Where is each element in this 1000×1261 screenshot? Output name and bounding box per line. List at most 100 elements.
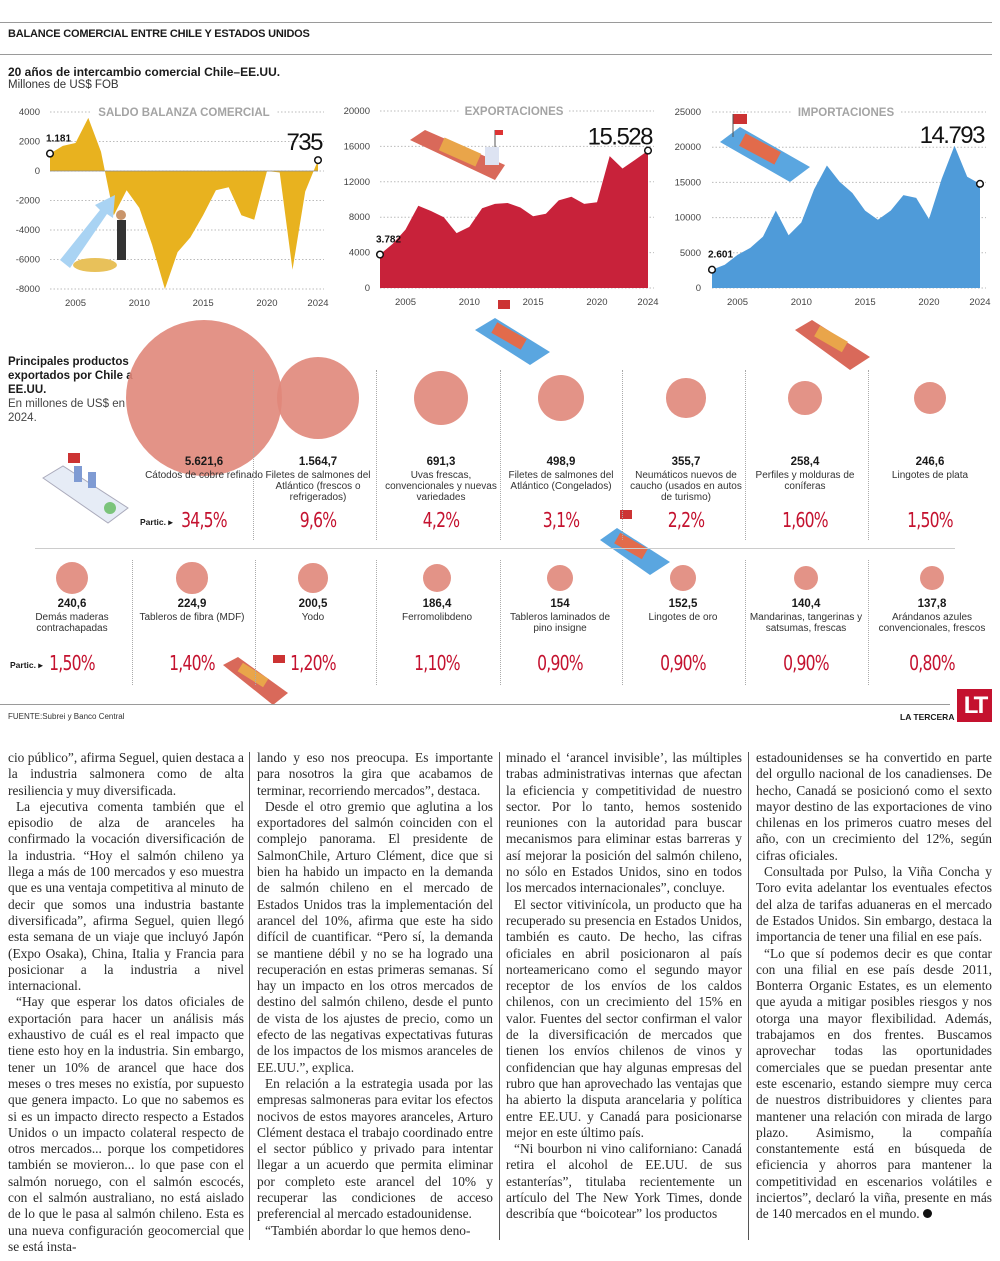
column-divider	[499, 752, 500, 1240]
start-value-label: 1.181	[46, 134, 71, 145]
product-label: Cátodos de cobre refinado	[145, 470, 263, 481]
product-item: 691,3 Uvas frescas, convencionales y nuev…	[381, 456, 501, 503]
infographic-units: Millones de US$ FOB	[8, 79, 119, 91]
y-tick-label: 25000	[675, 107, 701, 118]
product-share: 1,50%	[49, 651, 95, 675]
x-tick-label: 2024	[307, 298, 328, 309]
column-divider	[253, 370, 254, 540]
product-label: Neumáticos nuevos de caucho (usados en a…	[630, 470, 742, 503]
product-value: 140,4	[791, 598, 821, 610]
chart-0: 4000 2000 0 -2000 -4000 -6000 -8000 SALDO BALAN…	[16, 104, 329, 309]
x-tick-label: 2005	[727, 297, 748, 308]
product-bubble	[176, 562, 208, 594]
products-subtitle: En millones de US$ en 2024.	[8, 398, 125, 424]
red-cargo-ship-icon	[410, 130, 505, 180]
x-tick-label: 2010	[129, 298, 150, 309]
product-label: Yodo	[301, 612, 325, 623]
column-divider	[622, 560, 623, 685]
headline: BALANCE COMERCIAL ENTRE CHILE Y ESTADOS …	[8, 28, 310, 40]
chart-title: EXPORTACIONES	[465, 106, 564, 118]
product-value: 240,6	[57, 598, 87, 610]
article-paragraph: En relación a la estrategia usada por la…	[257, 1075, 493, 1222]
product-label: Demás maderas contrachapadas	[35, 612, 109, 634]
product-value: 137,8	[917, 598, 947, 610]
product-share: 4,2%	[422, 508, 460, 532]
product-bubble	[413, 370, 469, 426]
product-value: 1.564,7	[298, 456, 338, 468]
product-share: 0,90%	[537, 651, 583, 675]
products-row-divider	[35, 548, 955, 549]
chart-title: IMPORTACIONES	[798, 107, 895, 119]
y-tick-label: 0	[35, 166, 40, 177]
product-label: Mandarinas, tangerinas y satsumas, fresc…	[749, 612, 863, 634]
x-tick-label: 2015	[193, 298, 214, 309]
product-value: 5.621,6	[184, 456, 224, 468]
article-paragraph: cio público”, afirma Seguel, quien desta…	[8, 750, 244, 798]
product-bubble	[793, 565, 819, 591]
product-item: 154 Tableros laminados de pino insigne	[500, 598, 620, 634]
end-marker	[313, 156, 323, 165]
product-item: 498,9 Filetes de salmones del Atlántico (…	[501, 456, 621, 492]
product-value: 355,7	[671, 456, 701, 468]
y-tick-label: 20000	[675, 142, 701, 153]
x-tick-label: 2005	[65, 298, 86, 309]
product-item: 355,7 Neumáticos nuevos de caucho (usados…	[626, 456, 746, 503]
product-bubble	[276, 356, 360, 440]
cruise-ship-icon	[42, 453, 129, 524]
y-tick-label: 5000	[680, 248, 701, 259]
product-label: Ferromolibdeno	[401, 612, 473, 623]
y-tick-label: 2000	[19, 137, 40, 148]
area-series	[380, 150, 648, 288]
article-paragraph: Consultada por Pulso, la Viña Concha y T…	[756, 864, 992, 945]
y-tick-label: -8000	[16, 284, 40, 295]
column-divider	[745, 560, 746, 685]
column-divider	[376, 370, 377, 540]
chart-1: 20000 16000 12000 8000 4000 0 EXPORTACIONES 200…	[344, 103, 659, 308]
infographic-title: 20 años de intercambio comercial Chile–E…	[8, 65, 281, 79]
product-item: 1.564,7 Filetes de salmones del Atlántico…	[258, 456, 378, 503]
products-heading: Principales productos exportados por Chi…	[8, 355, 133, 425]
products-title: Principales productos exportados por Chi…	[8, 356, 133, 396]
column-divider	[500, 560, 501, 685]
blue-ship-icon	[475, 300, 550, 365]
end-marker	[975, 179, 985, 188]
partic-label: Partic. ▸	[140, 517, 173, 527]
product-share: 3,1%	[542, 508, 580, 532]
product-value: 498,9	[546, 456, 576, 468]
x-tick-label: 2010	[791, 297, 812, 308]
start-value-label: 2.601	[708, 250, 733, 261]
end-mark-icon	[922, 1209, 932, 1219]
y-tick-label: 10000	[675, 213, 701, 224]
businessman-money-icon	[60, 195, 126, 272]
start-value-label: 3.782	[376, 235, 401, 246]
x-tick-label: 2024	[969, 297, 990, 308]
product-bubble	[919, 565, 945, 591]
article-paragraph: lando y eso nos preocupa. Es importante …	[257, 750, 493, 798]
start-marker	[45, 149, 55, 158]
article-column-4: estadounidenses se ha convertido en part…	[756, 750, 992, 1223]
product-share: 9,6%	[299, 508, 337, 532]
product-item: 258,4 Perfiles y molduras de coníferas	[745, 456, 865, 492]
product-share: 1,20%	[290, 651, 336, 675]
product-item: 200,5 Yodo	[253, 598, 373, 623]
product-bubble	[55, 561, 89, 595]
y-tick-label: -4000	[16, 225, 40, 236]
top-rule	[0, 22, 992, 23]
product-item: 140,4 Mandarinas, tangerinas y satsumas, …	[746, 598, 866, 634]
product-item: 5.621,6 Cátodos de cobre refinado	[144, 456, 264, 481]
product-share: 0,90%	[783, 651, 829, 675]
column-divider	[500, 370, 501, 540]
red-ship-icon	[795, 320, 870, 370]
product-item: 246,6 Lingotes de plata	[870, 456, 990, 481]
blue-cargo-ship-icon	[720, 114, 810, 182]
footer-rule	[0, 704, 950, 705]
column-divider	[622, 370, 623, 540]
headline-rule	[0, 54, 992, 55]
title-bg	[459, 103, 569, 117]
article-paragraph: La ejecutiva comenta también que el epis…	[8, 798, 244, 994]
product-label: Tableros de fibra (MDF)	[139, 612, 245, 623]
source-note: FUENTE:Subrei y Banco Central	[8, 712, 125, 721]
product-value: 246,6	[915, 456, 945, 468]
product-label: Filetes de salmones del Atlántico (fresc…	[265, 470, 371, 503]
